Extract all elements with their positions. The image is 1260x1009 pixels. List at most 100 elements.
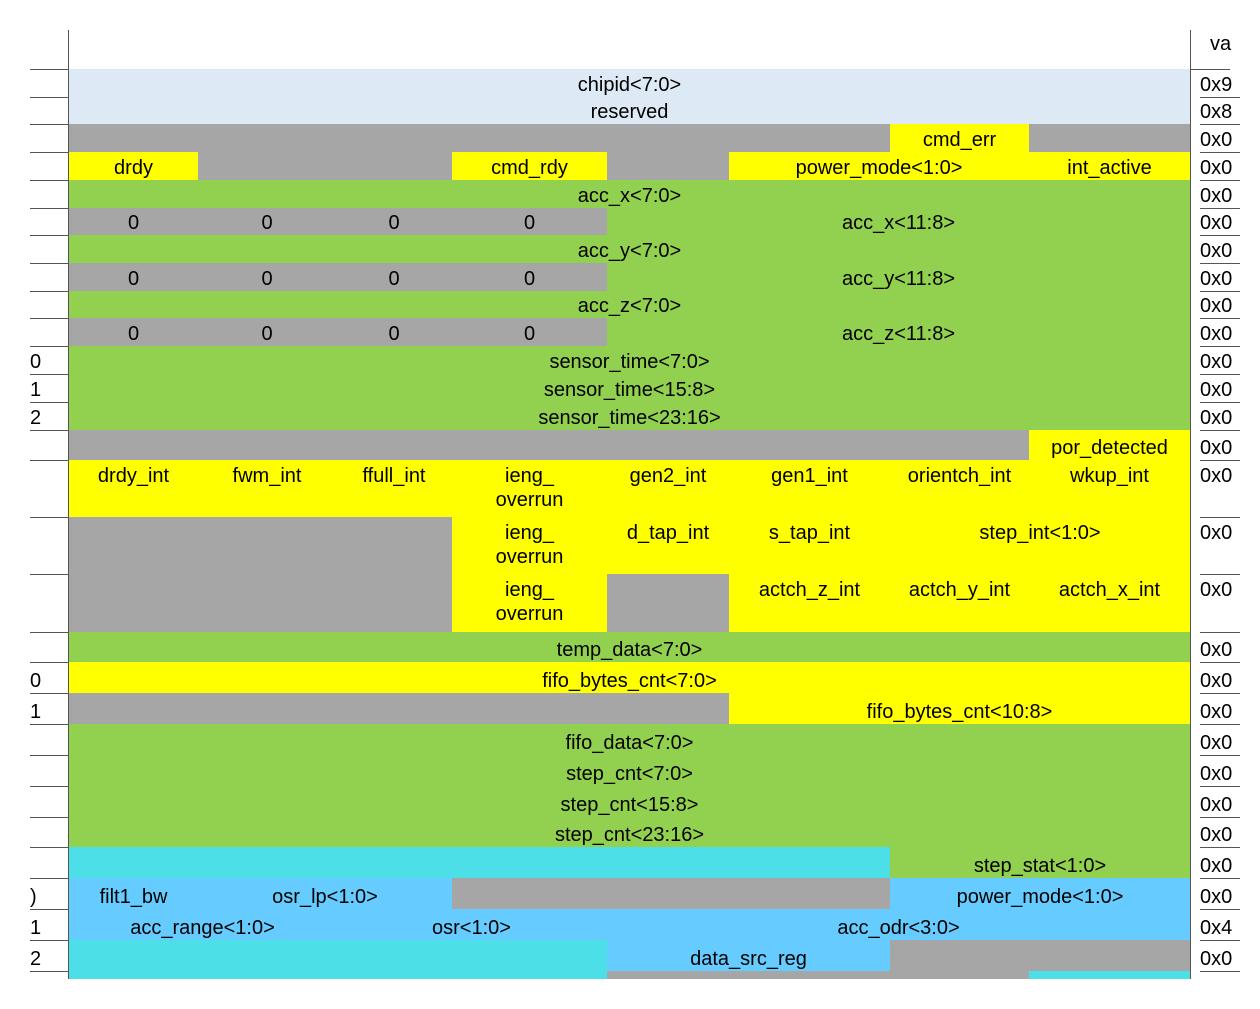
row-label: 1	[30, 374, 68, 403]
register-field: acc_y<7:0>	[68, 235, 1191, 264]
register-field: acc_z<11:8>	[607, 318, 1191, 347]
value-cell: 0x0	[1200, 208, 1240, 236]
register-field: 0	[452, 263, 608, 292]
register-field	[607, 878, 730, 910]
register-field	[336, 152, 453, 181]
header-cell	[607, 30, 730, 70]
header-cell	[198, 30, 337, 70]
row-label	[30, 786, 68, 818]
register-field	[607, 847, 730, 879]
register-field: gen2_int	[607, 460, 730, 518]
register-field: fwm_int	[198, 460, 337, 518]
register-field: ieng_ overrun	[452, 574, 608, 633]
register-field: actch_z_int	[729, 574, 891, 633]
header-cell	[452, 30, 608, 70]
value-cell: 0x0	[1200, 346, 1240, 375]
value-cell: 0x0	[1200, 817, 1240, 848]
row-label	[30, 180, 68, 209]
register-field	[68, 693, 199, 725]
register-field	[68, 940, 199, 972]
register-field	[1029, 124, 1191, 153]
register-field	[198, 971, 337, 979]
register-field	[890, 971, 1030, 979]
register-field	[336, 430, 453, 461]
value-cell: 0x0	[1200, 724, 1240, 756]
register-field: 0	[68, 318, 199, 347]
register-field	[336, 574, 453, 633]
register-field: fifo_bytes_cnt<7:0>	[68, 662, 1191, 694]
register-field: step_int<1:0>	[890, 517, 1191, 575]
value-cell: 0x0	[1200, 318, 1240, 347]
value-cell: 0x0	[1200, 517, 1240, 575]
register-field	[198, 517, 337, 575]
header-cell	[729, 30, 891, 70]
register-field: step_cnt<15:8>	[68, 786, 1191, 818]
header-cell	[1029, 30, 1191, 70]
register-field: fifo_bytes_cnt<10:8>	[729, 693, 1191, 725]
value-cell: 0x0	[1200, 124, 1240, 153]
register-field: acc_z<7:0>	[68, 291, 1191, 319]
register-field: actch_y_int	[890, 574, 1030, 633]
register-field: reserved	[68, 97, 1191, 125]
value-cell: 0x0	[1200, 402, 1240, 431]
row-label	[30, 208, 68, 236]
row-label	[30, 69, 68, 98]
register-field	[198, 152, 337, 181]
register-field: 0	[452, 318, 608, 347]
register-field	[452, 971, 608, 979]
value-cell: 0x0	[1200, 430, 1240, 461]
register-field: s_tap_int	[729, 517, 891, 575]
value-cell: 0x0	[1200, 263, 1240, 292]
register-field: 0	[198, 263, 337, 292]
register-field: 0	[198, 318, 337, 347]
value-cell: 0x9	[1200, 69, 1240, 98]
register-field: 0	[336, 208, 453, 236]
register-field: ieng_ overrun	[452, 517, 608, 575]
register-field	[607, 430, 730, 461]
register-field	[729, 971, 891, 979]
row-label	[30, 235, 68, 264]
register-field: orientch_int	[890, 460, 1030, 518]
register-field: acc_x<7:0>	[68, 180, 1191, 209]
row-label	[30, 97, 68, 125]
row-label: 0	[30, 662, 68, 694]
row-label: 2	[30, 402, 68, 431]
register-field: acc_range<1:0>	[68, 909, 337, 941]
row-label	[30, 318, 68, 347]
register-field: fifo_data<7:0>	[68, 724, 1191, 756]
header-cell	[68, 30, 199, 70]
register-field: sensor_time<15:8>	[68, 374, 1191, 403]
register-field: d_tap_int	[607, 517, 730, 575]
register-field: drdy_int	[68, 460, 199, 518]
register-field: filt1_bw	[68, 878, 199, 910]
register-field: power_mode<1:0>	[890, 878, 1191, 910]
register-field	[336, 971, 453, 979]
register-field: osr<1:0>	[336, 909, 608, 941]
row-label	[30, 574, 68, 633]
value-cell: 0x0	[1200, 374, 1240, 403]
row-label	[30, 263, 68, 292]
register-field	[198, 124, 337, 153]
register-field: temp_data<7:0>	[68, 632, 1191, 663]
row-label: 0	[30, 346, 68, 375]
row-label	[30, 632, 68, 663]
value-cell: 0x0	[1200, 662, 1240, 694]
register-field: por_detected	[1029, 430, 1191, 461]
register-field: sensor_time<23:16>	[68, 402, 1191, 431]
row-label: 2	[30, 940, 68, 972]
register-field	[452, 940, 608, 972]
row-label	[30, 724, 68, 756]
row-label	[30, 124, 68, 153]
register-field: step_cnt<7:0>	[68, 755, 1191, 787]
row-label: 1	[30, 909, 68, 941]
register-field: power_mode<1:0>	[729, 152, 1030, 181]
register-field	[452, 124, 608, 153]
register-field	[890, 940, 1030, 972]
value-cell: 0x4	[1200, 909, 1240, 941]
register-field	[1029, 971, 1191, 979]
value-cell: 0x0	[1200, 847, 1240, 879]
value-cell: 0x0	[1200, 291, 1240, 319]
row-label	[30, 460, 68, 518]
register-field: wkup_int	[1029, 460, 1191, 518]
